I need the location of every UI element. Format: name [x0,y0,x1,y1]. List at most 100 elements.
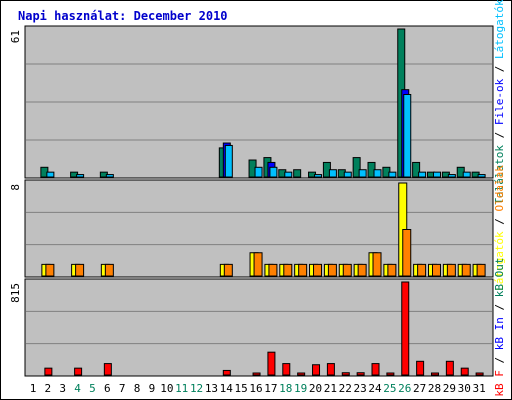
bar-pages-day-4 [75,263,85,277]
bar-pages-day-19 [298,263,308,277]
bar-pages-day-29 [446,263,456,277]
x-tick-label: 26 [398,382,411,395]
bar-pages-day-28 [431,263,441,277]
bar-kbytes-day-2 [44,367,53,376]
bar-kbytes-day-27 [416,360,425,376]
legend-entry: kB Out [493,257,506,297]
x-tick-label: 24 [368,382,382,395]
chart-panels: 61 8 815 [9,25,494,377]
x-tick-label: 5 [89,382,96,395]
x-tick-label: 20 [309,382,322,395]
bar-pages-day-16 [253,252,263,277]
bar-kbytes-day-6 [103,363,112,376]
bar-kbytes-day-17 [267,351,276,376]
x-tick-label: 2 [45,382,52,395]
x-tick-label: 27 [413,382,426,395]
panel-background [24,278,494,377]
legend-entry: Találatok [493,145,506,205]
bar-sites-day-24 [373,169,382,178]
legend-entry: / [493,125,506,145]
bar-sites-day-31 [477,174,486,178]
legend-entry: / [493,211,506,231]
legend-entry: / [493,297,506,317]
x-tick-label: 19 [294,382,307,395]
bar-kbytes-day-16 [252,372,261,376]
legend-entry: kB F [493,370,506,397]
x-tick-label: 30 [458,382,471,395]
bar-sites-day-18 [284,171,293,178]
bar-sites-day-26 [403,94,412,178]
legend-entry: kB In [493,317,506,350]
bar-pages-day-22 [342,263,352,277]
bar-kbytes-day-26 [401,281,410,376]
bar-kbytes-day-25 [386,372,395,376]
x-tick-label: 10 [160,382,173,395]
x-tick-label: 9 [149,382,156,395]
bar-sites-day-27 [418,171,427,178]
bar-sites-day-6 [105,174,114,178]
bar-kbytes-day-14 [222,369,231,376]
legend-bottom: kB F / kB In / kB Out [493,257,506,396]
bar-kbytes-day-21 [326,363,335,376]
bar-sites-day-25 [388,171,397,178]
x-tick-label: 25 [383,382,396,395]
x-tick-label: 22 [339,382,352,395]
bar-pages-day-26 [402,229,412,277]
x-tick-label: 31 [472,382,485,395]
bar-pages-day-2 [45,263,55,277]
y-max-label: 8 [9,184,22,191]
bar-sites-day-30 [462,171,471,178]
x-tick-label: 13 [205,382,218,395]
bar-sites-day-23 [358,169,367,178]
x-tick-label: 15 [235,382,248,395]
bar-pages-day-23 [357,263,367,277]
bar-sites-day-17 [269,166,278,178]
bar-kbytes-day-31 [475,372,484,376]
x-tick-label: 18 [279,382,292,395]
bar-kbytes-day-4 [74,367,83,376]
bar-kbytes-day-29 [445,360,454,376]
right-legends: Találatok / File-ok / LátogatókLátogatók… [493,0,506,397]
bar-sites-day-22 [343,171,352,178]
bar-pages-day-14 [223,263,233,277]
legend-top: Találatok / File-ok / Látogatók [493,0,506,205]
bar-sites-day-4 [76,174,85,178]
x-tick-label: 14 [220,382,234,395]
bar-hits-day-23 [352,157,361,178]
bar-pages-day-24 [372,252,382,277]
bar-pages-day-18 [283,263,293,277]
x-tick-label: 8 [134,382,141,395]
x-tick-label: 7 [119,382,126,395]
bar-sites-day-21 [328,169,337,178]
chart-title: Napi használat: December 2010 [18,9,228,23]
bar-kbytes-day-19 [297,372,306,376]
legend-mid: Látogatók / Oldalak [493,165,506,291]
panel-hits-files-sites: 61 [9,25,494,179]
bar-hits-day-19 [293,169,302,178]
legend-entry: / [493,59,506,79]
x-tick-label: 21 [324,382,337,395]
legend-entry: Látogatók [493,0,506,59]
bar-kbytes-day-23 [356,372,365,376]
bar-pages-day-30 [461,263,471,277]
bar-sites-day-16 [254,166,263,178]
legend-entry: Látogatók [493,231,506,291]
x-tick-label: 3 [59,382,66,395]
bar-kbytes-day-18 [282,363,291,376]
y-max-label: 815 [9,283,22,303]
bar-pages-day-20 [313,263,323,277]
bar-kbytes-day-22 [341,372,350,376]
bar-pages-day-27 [417,263,427,277]
legend-entry: File-ok [493,78,506,125]
x-tick-label: 6 [104,382,111,395]
y-max-label: 61 [9,30,22,43]
bar-pages-day-17 [268,263,278,277]
bar-pages-day-6 [104,263,114,277]
bar-sites-day-20 [314,174,323,178]
x-tick-label: 11 [175,382,188,395]
x-axis-labels: 1 2 3 4 5 6 7 8 9 10 11 12 13 14 15 16 17 18 19 20 21 22 23 24 2… [30,382,486,395]
x-tick-label: 12 [190,382,203,395]
bar-kbytes-day-20 [312,364,321,376]
